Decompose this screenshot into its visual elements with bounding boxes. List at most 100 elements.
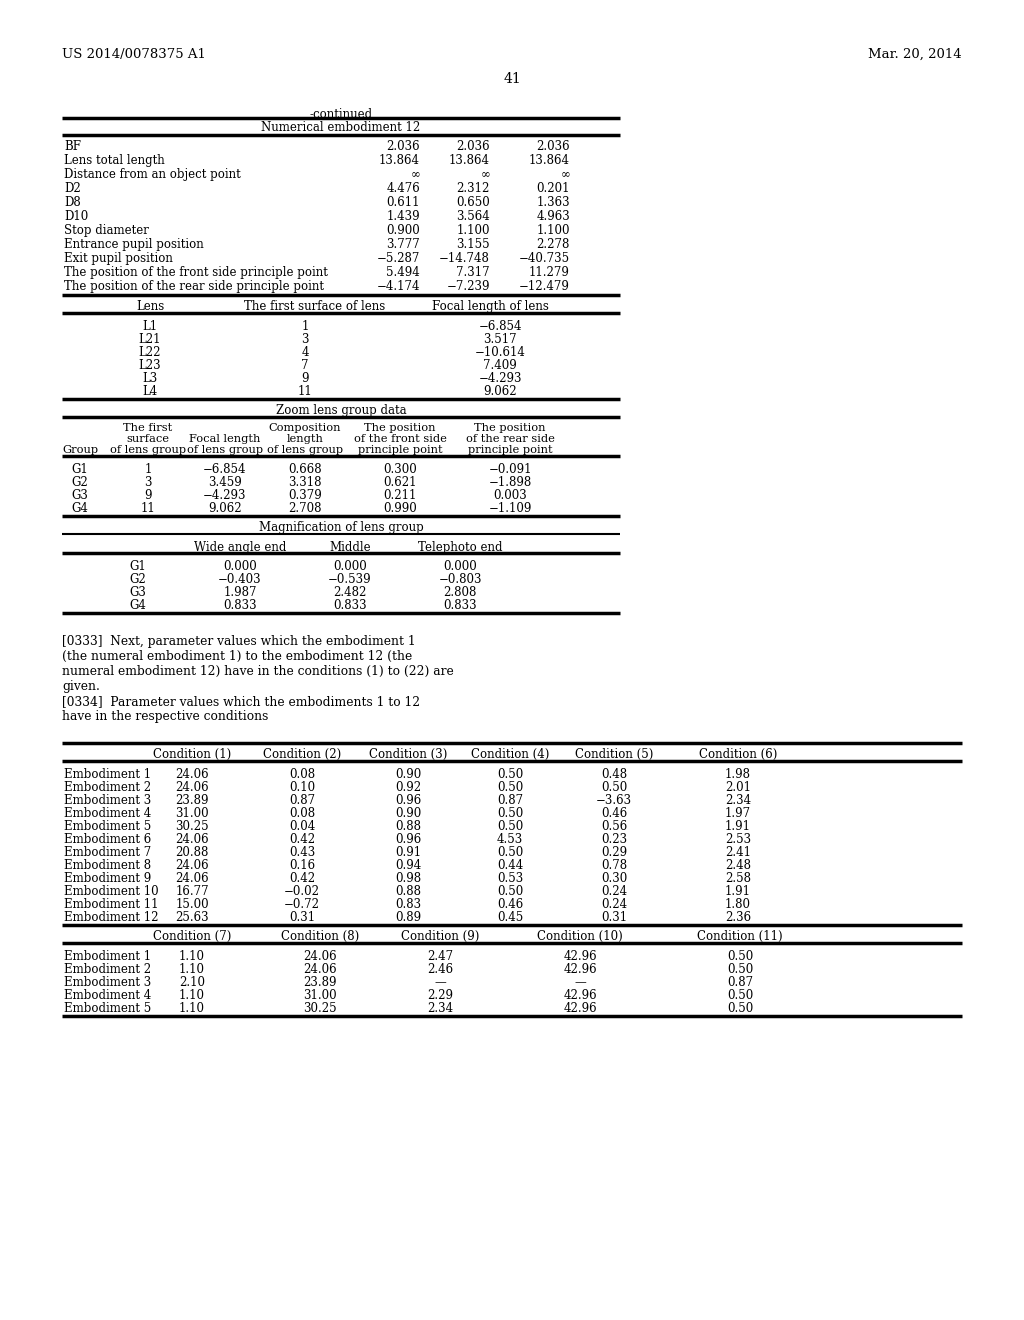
Text: 0.990: 0.990 (383, 502, 417, 515)
Text: 2.34: 2.34 (427, 1002, 453, 1015)
Text: 0.50: 0.50 (497, 807, 523, 820)
Text: principle point: principle point (468, 445, 552, 455)
Text: G3: G3 (130, 586, 146, 599)
Text: Embodiment 4: Embodiment 4 (63, 807, 152, 820)
Text: 13.864: 13.864 (529, 154, 570, 168)
Text: US 2014/0078375 A1: US 2014/0078375 A1 (62, 48, 206, 61)
Text: 3.318: 3.318 (288, 477, 322, 488)
Text: Condition (2): Condition (2) (263, 748, 341, 762)
Text: 41: 41 (503, 73, 521, 86)
Text: 1.987: 1.987 (223, 586, 257, 599)
Text: 1.10: 1.10 (179, 989, 205, 1002)
Text: 0.50: 0.50 (727, 989, 753, 1002)
Text: 0.16: 0.16 (289, 859, 315, 873)
Text: 0.611: 0.611 (386, 195, 420, 209)
Text: 0.621: 0.621 (383, 477, 417, 488)
Text: Embodiment 7: Embodiment 7 (63, 846, 152, 859)
Text: 0.46: 0.46 (601, 807, 627, 820)
Text: −5.287: −5.287 (377, 252, 420, 265)
Text: 2.53: 2.53 (725, 833, 751, 846)
Text: 0.46: 0.46 (497, 898, 523, 911)
Text: Embodiment 4: Embodiment 4 (63, 989, 152, 1002)
Text: The position of the front side principle point: The position of the front side principle… (63, 267, 328, 279)
Text: 7.317: 7.317 (457, 267, 490, 279)
Text: 3: 3 (144, 477, 152, 488)
Text: L21: L21 (138, 333, 161, 346)
Text: 0.50: 0.50 (727, 964, 753, 975)
Text: 11: 11 (140, 502, 156, 515)
Text: 0.24: 0.24 (601, 898, 627, 911)
Text: Stop diameter: Stop diameter (63, 224, 148, 238)
Text: 2.036: 2.036 (457, 140, 490, 153)
Text: L22: L22 (138, 346, 161, 359)
Text: 30.25: 30.25 (175, 820, 209, 833)
Text: 0.50: 0.50 (497, 884, 523, 898)
Text: 0.48: 0.48 (601, 768, 627, 781)
Text: Distance from an object point: Distance from an object point (63, 168, 241, 181)
Text: 0.96: 0.96 (395, 795, 421, 807)
Text: given.: given. (62, 680, 100, 693)
Text: ∞: ∞ (411, 168, 420, 181)
Text: 0.30: 0.30 (601, 873, 627, 884)
Text: 1.363: 1.363 (537, 195, 570, 209)
Text: 42.96: 42.96 (563, 964, 597, 975)
Text: 0.89: 0.89 (395, 911, 421, 924)
Text: The first surface of lens: The first surface of lens (245, 300, 386, 313)
Text: 0.98: 0.98 (395, 873, 421, 884)
Text: 0.04: 0.04 (289, 820, 315, 833)
Text: 7: 7 (301, 359, 309, 372)
Text: Embodiment 5: Embodiment 5 (63, 820, 152, 833)
Text: −6.854: −6.854 (203, 463, 247, 477)
Text: 23.89: 23.89 (175, 795, 209, 807)
Text: 1.80: 1.80 (725, 898, 751, 911)
Text: 4: 4 (301, 346, 309, 359)
Text: G2: G2 (130, 573, 146, 586)
Text: L1: L1 (142, 319, 158, 333)
Text: 13.864: 13.864 (379, 154, 420, 168)
Text: The first: The first (123, 422, 173, 433)
Text: 0.43: 0.43 (289, 846, 315, 859)
Text: (the numeral embodiment 1) to the embodiment 12 (the: (the numeral embodiment 1) to the embodi… (62, 649, 413, 663)
Text: 9: 9 (144, 488, 152, 502)
Text: −0.091: −0.091 (488, 463, 531, 477)
Text: 0.87: 0.87 (497, 795, 523, 807)
Text: 1.91: 1.91 (725, 820, 751, 833)
Text: L3: L3 (142, 372, 158, 385)
Text: −0.539: −0.539 (328, 573, 372, 586)
Text: Condition (9): Condition (9) (400, 931, 479, 942)
Text: Condition (4): Condition (4) (471, 748, 549, 762)
Text: have in the respective conditions: have in the respective conditions (62, 710, 268, 723)
Text: 0.94: 0.94 (395, 859, 421, 873)
Text: 11: 11 (298, 385, 312, 399)
Text: 0.96: 0.96 (395, 833, 421, 846)
Text: of the rear side: of the rear side (466, 434, 554, 444)
Text: ∞: ∞ (560, 168, 570, 181)
Text: 42.96: 42.96 (563, 989, 597, 1002)
Text: Focal length of lens: Focal length of lens (431, 300, 549, 313)
Text: of lens group: of lens group (110, 445, 186, 455)
Text: The position: The position (365, 422, 436, 433)
Text: Lens: Lens (136, 300, 164, 313)
Text: 0.53: 0.53 (497, 873, 523, 884)
Text: 24.06: 24.06 (303, 964, 337, 975)
Text: 0.45: 0.45 (497, 911, 523, 924)
Text: The position: The position (474, 422, 546, 433)
Text: 0.42: 0.42 (289, 873, 315, 884)
Text: 2.482: 2.482 (334, 586, 367, 599)
Text: 0.56: 0.56 (601, 820, 627, 833)
Text: 2.58: 2.58 (725, 873, 751, 884)
Text: Embodiment 2: Embodiment 2 (63, 964, 152, 975)
Text: 1.439: 1.439 (386, 210, 420, 223)
Text: 2.46: 2.46 (427, 964, 453, 975)
Text: 20.88: 20.88 (175, 846, 209, 859)
Text: −4.293: −4.293 (203, 488, 247, 502)
Text: 0.87: 0.87 (727, 975, 753, 989)
Text: ∞: ∞ (480, 168, 490, 181)
Text: Embodiment 1: Embodiment 1 (63, 950, 152, 964)
Text: Wide angle end: Wide angle end (194, 541, 286, 554)
Text: 0.833: 0.833 (443, 599, 477, 612)
Text: Zoom lens group data: Zoom lens group data (275, 404, 407, 417)
Text: 0.23: 0.23 (601, 833, 627, 846)
Text: 3.155: 3.155 (457, 238, 490, 251)
Text: −14.748: −14.748 (439, 252, 490, 265)
